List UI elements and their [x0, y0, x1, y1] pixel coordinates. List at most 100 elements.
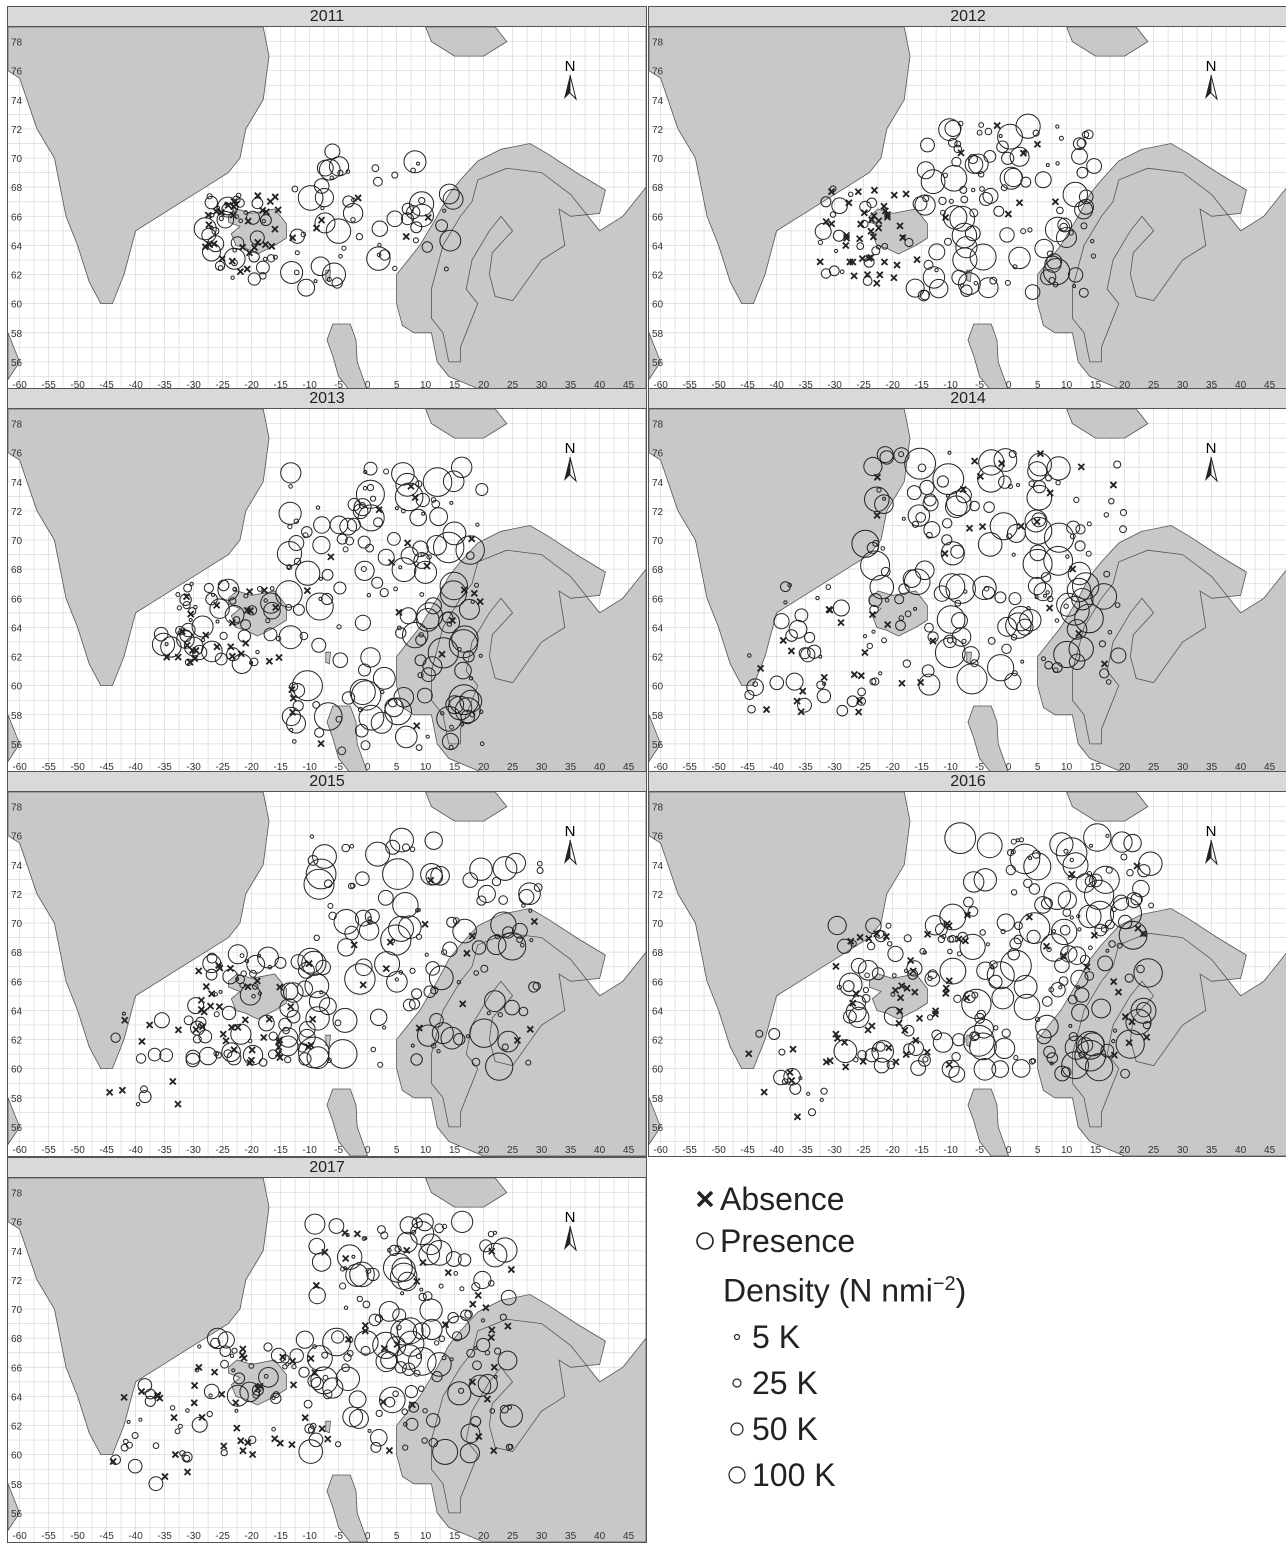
land-svalbard	[425, 409, 508, 439]
land-british-isles	[326, 705, 369, 773]
presence-point	[305, 1006, 330, 1031]
land-scandinavia	[1037, 908, 1286, 1156]
presence-point	[393, 687, 415, 708]
lon-tick-label: 25	[507, 1531, 519, 1542]
absence-point	[488, 1247, 496, 1255]
presence-point	[1031, 512, 1047, 528]
presence-point	[915, 512, 927, 523]
presence-point	[1062, 908, 1072, 917]
presence-point	[449, 724, 454, 730]
presence-point	[439, 229, 462, 252]
presence-point	[1034, 171, 1052, 189]
presence-point	[1056, 592, 1081, 617]
presence-point	[419, 1287, 424, 1292]
presence-point	[475, 483, 489, 496]
presence-point	[972, 575, 997, 601]
presence-point	[1125, 1008, 1152, 1035]
presence-point	[335, 1441, 342, 1448]
presence-point	[429, 1013, 444, 1028]
presence-point	[471, 1057, 481, 1067]
presence-point	[1075, 873, 1096, 893]
map-panel-2013: 2013 78 76 74 72 70 68 66 64 62 60 58 56 -60 -55 -50 -45…	[7, 388, 647, 774]
absence-point	[893, 261, 901, 269]
presence-point	[794, 608, 809, 623]
absence-point	[361, 1327, 369, 1335]
presence-point	[954, 599, 962, 607]
presence-point	[1047, 595, 1054, 603]
presence-point	[298, 1439, 324, 1464]
presence-point	[1114, 602, 1121, 608]
lon-tick-label: 5	[394, 1145, 400, 1156]
presence-point	[275, 635, 282, 642]
legend-presence-label: Presence	[720, 1222, 856, 1259]
presence-circle-icon	[690, 1229, 720, 1253]
presence-point	[924, 915, 946, 936]
presence-point	[969, 500, 980, 512]
presence-point	[415, 608, 440, 632]
absence-point	[249, 1450, 257, 1459]
north-label: N	[1206, 823, 1217, 840]
lon-tick-label: -40	[769, 1145, 784, 1156]
lon-tick-label: -20	[885, 1145, 900, 1156]
presence-point	[1046, 253, 1063, 270]
lon-tick-label: 25	[507, 762, 519, 773]
presence-point	[354, 614, 371, 631]
absence-point	[205, 221, 213, 229]
absence-point	[470, 589, 478, 598]
presence-point	[958, 272, 981, 296]
presence-point	[829, 185, 837, 193]
presence-point	[341, 691, 356, 705]
presence-point	[192, 644, 208, 661]
legend-size-5k: 5 K	[726, 1314, 1250, 1360]
presence-point	[426, 535, 447, 556]
absence-point	[245, 249, 254, 257]
presence-point	[951, 222, 978, 249]
presence-point	[322, 1389, 333, 1400]
presence-point	[1075, 1030, 1105, 1060]
presence-point	[987, 637, 996, 645]
presence-point	[1066, 619, 1088, 640]
presence-point	[355, 871, 370, 886]
presence-point	[1078, 1051, 1086, 1059]
presence-point	[294, 250, 300, 256]
presence-point	[994, 591, 1007, 604]
presence-point	[382, 1025, 387, 1030]
presence-point	[1085, 900, 1115, 929]
lon-tick-label: 45	[1264, 1145, 1276, 1156]
presence-point	[248, 251, 260, 263]
land-labrador	[8, 1483, 21, 1532]
presence-point	[258, 1058, 268, 1067]
presence-point	[243, 593, 249, 599]
presence-point	[1118, 920, 1148, 950]
lon-tick-label: 35	[1206, 1145, 1218, 1156]
presence-point	[411, 1229, 417, 1235]
presence-point	[501, 1043, 509, 1051]
presence-point	[880, 546, 886, 551]
absence-point	[832, 962, 840, 971]
absence-point	[187, 610, 195, 618]
presence-point	[1068, 1032, 1078, 1042]
presence-point	[366, 246, 391, 271]
presence-point	[1006, 523, 1026, 543]
presence-point	[961, 638, 967, 644]
presence-point	[1110, 647, 1127, 664]
lon-tick-label: 25	[1148, 1145, 1160, 1156]
presence-point	[184, 658, 193, 667]
presence-point	[441, 1223, 448, 1230]
presence-point	[345, 536, 355, 546]
presence-point	[313, 934, 320, 942]
presence-point	[442, 208, 447, 213]
presence-point	[404, 1385, 418, 1399]
presence-point	[906, 485, 922, 500]
presence-point	[372, 666, 396, 690]
lon-tick-label: -50	[711, 762, 726, 773]
absence-point	[244, 217, 252, 225]
presence-point	[268, 1031, 278, 1041]
absence-point	[1042, 942, 1051, 950]
absence-point	[941, 549, 949, 558]
lat-tick-label: 66	[11, 977, 23, 988]
presence-point	[901, 516, 906, 521]
presence-point	[479, 709, 484, 714]
presence-point	[322, 1377, 344, 1399]
presence-point	[1028, 883, 1041, 895]
